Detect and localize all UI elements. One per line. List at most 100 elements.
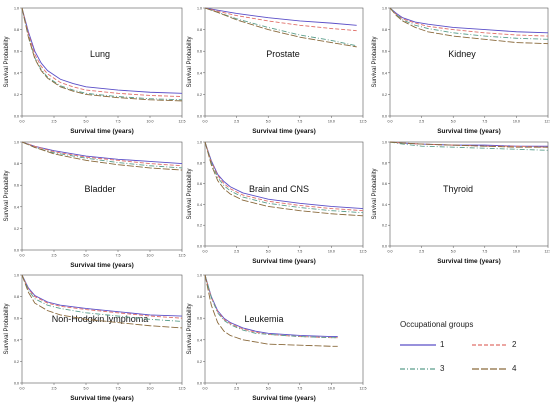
y-tick-label: 0.6: [197, 317, 202, 321]
y-tick-label: 0.2: [382, 93, 387, 97]
y-tick-label: 0.6: [14, 184, 19, 188]
plot-frame: [389, 141, 549, 247]
y-tick-label: 0.0: [14, 382, 19, 386]
x-axis-label: Survival time (years): [437, 128, 501, 135]
y-tick-label: 0.6: [197, 50, 202, 54]
legend-item-1: 1: [400, 340, 470, 350]
y-axis-label: Survival Probability: [372, 36, 378, 87]
panel-6: 0.0 0.2 0.4 0.6 0.8 1.0 0.0 2.5 5.0 7.5 10.0 12.5 Su…: [372, 141, 550, 266]
y-tick-label: 0.4: [14, 338, 19, 342]
legend-swatch-1: [400, 344, 436, 346]
plot-frame: [21, 141, 183, 251]
y-tick-label: 0.4: [14, 205, 19, 209]
y-tick-label: 0.0: [197, 245, 202, 249]
x-tick-label: 5.0: [451, 120, 456, 124]
x-tick-label: 12.5: [545, 250, 550, 254]
series-line-3: [204, 7, 357, 47]
y-tick-label: 1.0: [197, 7, 202, 11]
x-axis-label: Survival time (years): [437, 258, 501, 265]
x-tick-label: 12.5: [360, 120, 367, 124]
y-tick-label: 0.8: [14, 162, 19, 166]
y-tick-label: 0.8: [197, 161, 202, 165]
y-tick-label: 0.4: [197, 71, 202, 75]
x-tick-label: 7.5: [297, 387, 302, 391]
y-tick-label: 0.2: [14, 360, 19, 364]
y-tick-label: 1.0: [14, 274, 19, 278]
series-line-3: [204, 274, 338, 339]
series-line-2: [204, 7, 357, 32]
y-tick-label: 0.6: [382, 50, 387, 54]
x-tick-label: 2.5: [419, 250, 424, 254]
legend-swatch-4: [472, 368, 508, 370]
x-tick-label: 2.5: [234, 387, 239, 391]
x-tick-label: 12.5: [179, 254, 186, 258]
x-tick-label: 7.5: [482, 120, 487, 124]
x-tick-label: 0.0: [388, 120, 393, 124]
x-tick-label: 0.0: [203, 120, 208, 124]
x-tick-label: 2.5: [52, 254, 57, 258]
panel-title: Kidney: [448, 49, 476, 59]
legend-label-2: 2: [512, 340, 517, 349]
series-line-2: [21, 141, 183, 167]
panel-title: Lung: [90, 49, 110, 59]
y-tick-label: 0.4: [382, 203, 387, 207]
x-tick-label: 5.0: [451, 250, 456, 254]
plot-frame: [21, 7, 183, 117]
x-tick-label: 12.5: [179, 387, 186, 391]
y-tick-label: 0.8: [382, 28, 387, 32]
x-axis-label: Survival time (years): [70, 262, 134, 269]
panel-2: 0.0 0.2 0.4 0.6 0.8 1.0 0.0 2.5 5.0 7.5 10.0 12.5 Su…: [187, 7, 367, 136]
legend-swatch-3: [400, 368, 436, 370]
panel-3: 0.0 0.2 0.4 0.6 0.8 1.0 0.0 2.5 5.0 7.5 10.0 12.5 Su…: [372, 7, 550, 136]
x-tick-label: 10.0: [147, 387, 154, 391]
x-tick-label: 0.0: [20, 120, 25, 124]
y-axis-label: Survival Probability: [187, 303, 193, 354]
x-axis-label: Survival time (years): [252, 258, 316, 265]
y-tick-label: 0.6: [14, 317, 19, 321]
y-tick-label: 0.4: [382, 71, 387, 75]
x-tick-label: 12.5: [360, 387, 367, 391]
y-tick-label: 0.0: [382, 245, 387, 249]
legend-label-1: 1: [440, 340, 445, 349]
x-tick-label: 12.5: [360, 250, 367, 254]
y-tick-label: 0.0: [382, 115, 387, 119]
panel-title: Prostate: [266, 49, 300, 59]
series-line-4: [389, 141, 548, 148]
y-tick-label: 0.4: [197, 203, 202, 207]
y-tick-label: 1.0: [382, 141, 387, 145]
x-tick-label: 0.0: [20, 254, 25, 258]
panel-title: Thyroid: [443, 184, 473, 194]
x-tick-label: 10.0: [328, 120, 335, 124]
x-tick-label: 5.0: [84, 120, 89, 124]
series-line-2: [21, 274, 183, 319]
x-tick-label: 10.0: [328, 250, 335, 254]
x-tick-label: 10.0: [513, 120, 520, 124]
panel-title: Brain and CNS: [249, 184, 309, 194]
plot-frame: [389, 7, 549, 117]
panel-1: 0.0 0.2 0.4 0.6 0.8 1.0 0.0 2.5 5.0 7.5 10.0 12.5 Su…: [4, 7, 186, 136]
legend: Occupational groups 1 2 3 4: [396, 320, 546, 380]
x-axis-label: Survival time (years): [252, 395, 316, 402]
x-axis-label: Survival time (years): [70, 395, 134, 402]
x-tick-label: 7.5: [297, 120, 302, 124]
x-tick-label: 0.0: [20, 387, 25, 391]
legend-title: Occupational groups: [400, 320, 474, 329]
y-axis-label: Survival Probability: [4, 36, 10, 87]
series-line-1: [204, 141, 364, 210]
x-tick-label: 2.5: [52, 120, 57, 124]
y-tick-label: 0.6: [382, 182, 387, 186]
legend-item-4: 4: [472, 364, 542, 374]
y-tick-label: 1.0: [14, 7, 19, 11]
y-tick-label: 0.6: [197, 182, 202, 186]
x-tick-label: 5.0: [84, 254, 89, 258]
series-line-2: [389, 141, 549, 148]
x-tick-label: 0.0: [388, 250, 393, 254]
x-tick-label: 5.0: [266, 250, 271, 254]
series-line-2: [204, 141, 364, 212]
series-line-1: [21, 7, 183, 94]
series-line-3: [21, 7, 183, 101]
x-tick-label: 5.0: [84, 387, 89, 391]
y-tick-label: 0.8: [197, 28, 202, 32]
x-tick-label: 10.0: [513, 250, 520, 254]
